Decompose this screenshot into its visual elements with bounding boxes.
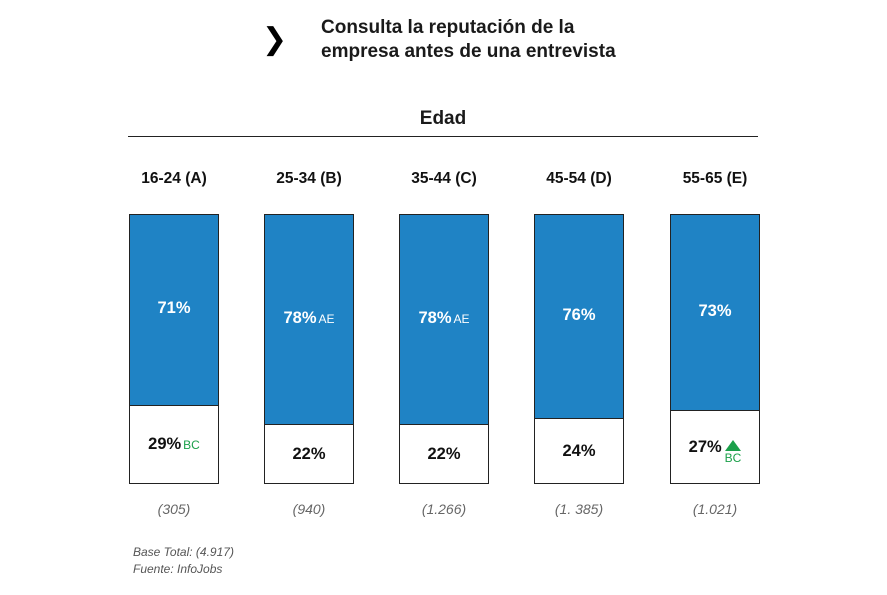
category-label: 25-34 (B) <box>276 170 342 187</box>
title-divider <box>128 136 758 137</box>
significance-label: AE <box>318 311 335 326</box>
data-label-value: 78% <box>283 308 317 327</box>
bar: 78% AE 22% <box>264 214 354 484</box>
data-label-bottom: 22% <box>400 444 488 464</box>
bar-segment-bottom <box>130 405 218 483</box>
data-label-value: 22% <box>292 444 326 463</box>
bar: 71% 29% BC <box>129 214 219 484</box>
bar-segment-bottom <box>265 424 353 483</box>
sample-size-label: (1. 385) <box>554 501 604 517</box>
chevron-right-icon: ❯ <box>262 23 288 56</box>
data-label-bottom: 24% <box>535 441 623 461</box>
bar-segment-bottom <box>400 424 488 483</box>
data-label-value: 71% <box>157 299 191 317</box>
bar-segment-bottom <box>671 410 759 483</box>
sample-size-label: (1.266) <box>421 501 467 517</box>
source-note: Fuente: InfoJobs <box>133 562 223 576</box>
significance-label: BC <box>724 450 742 465</box>
category-label: 16-24 (A) <box>141 170 207 187</box>
data-label-value: 78% <box>418 308 452 327</box>
title-line-1: Consulta la reputación de la <box>321 17 575 38</box>
bar-segment-top <box>535 215 623 420</box>
up-arrow-icon <box>725 439 741 451</box>
data-label-bottom: 27% BC <box>671 437 759 464</box>
data-label-value: 22% <box>427 444 461 463</box>
significance-marker: BC <box>724 439 742 465</box>
chart-title: Edad <box>419 108 467 129</box>
data-label-value: 24% <box>562 441 596 460</box>
data-label-value: 29% <box>148 435 182 453</box>
data-label-bottom: 29% BC <box>130 434 218 455</box>
data-label-bottom: 22% <box>265 444 353 464</box>
bar: 73% 27% BC <box>670 214 760 484</box>
base-total-note: Base Total: (4.917) <box>133 545 234 559</box>
slide-title: Consulta la reputación de la empresa ant… <box>321 16 741 64</box>
bar-segment-bottom <box>535 418 623 483</box>
bar-segment-top <box>671 215 759 412</box>
data-label-top: 78% AE <box>265 308 353 329</box>
sample-size-label: (1.021) <box>692 501 738 517</box>
bar-segment-top <box>400 215 488 426</box>
category-label: 45-54 (D) <box>546 170 612 187</box>
category-label: 55-65 (E) <box>682 170 748 187</box>
data-label-value: 27% <box>688 437 722 456</box>
bar: 76% 24% <box>534 214 624 484</box>
data-label-top: 73% <box>671 301 759 321</box>
data-label-value: 76% <box>562 305 596 324</box>
significance-label: AE <box>453 311 470 326</box>
significance-label: BC <box>183 438 200 452</box>
bar-segment-top <box>265 215 353 426</box>
data-label-top: 71% <box>130 298 218 318</box>
bar: 78% AE 22% <box>399 214 489 484</box>
title-line-2: empresa antes de una entrevista <box>321 41 616 62</box>
sample-size-label: (940) <box>292 501 326 517</box>
data-label-top: 78% AE <box>400 308 488 329</box>
data-label-value: 73% <box>698 301 732 320</box>
bar-segment-top <box>130 215 218 407</box>
data-label-top: 76% <box>535 305 623 325</box>
sample-size-label: (305) <box>157 501 191 517</box>
category-label: 35-44 (C) <box>411 170 477 187</box>
